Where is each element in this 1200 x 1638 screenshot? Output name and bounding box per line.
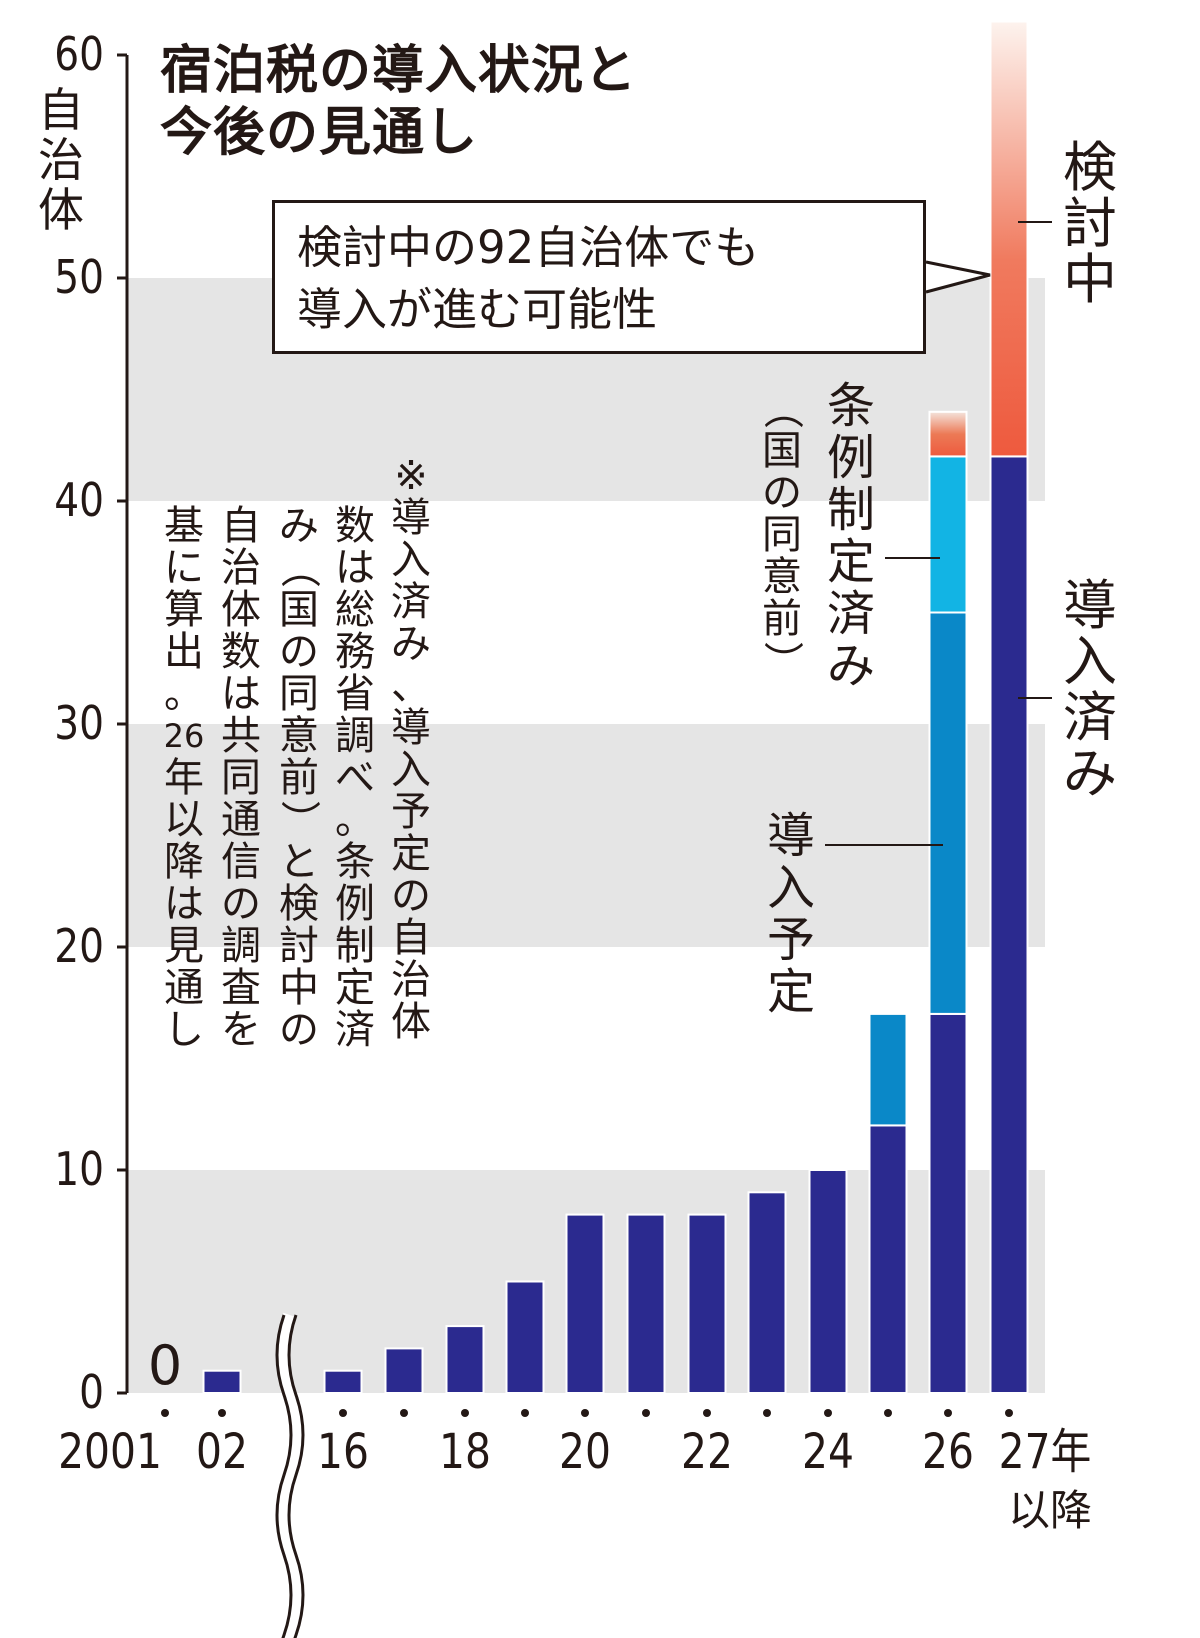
y-tick-label: 60 (54, 27, 104, 81)
label-ordinance: 条例制定済み (826, 378, 875, 694)
bar-introduced-26 (928, 1012, 968, 1395)
axis-break-line (287, 1314, 305, 1638)
x-tick-dot (944, 1409, 952, 1417)
note-line-2: 数は総務省調べ。条例制定済 (335, 503, 375, 1053)
y-tick-label: 50 (54, 250, 104, 304)
x-tick-dot (884, 1409, 892, 1417)
bar-review-27年以降 (989, 20, 1029, 458)
label-planned: 導入予定 (766, 808, 815, 1020)
note-line-4: 自治体数は共同通信の調査を (221, 503, 261, 1053)
bar-planned-25 (868, 1012, 908, 1127)
bar-planned-26 (928, 611, 968, 1015)
x-tick-dot (161, 1409, 169, 1417)
title-line-1: 宿泊税の導入状況と (160, 41, 638, 101)
bar-introduced-23 (747, 1191, 787, 1395)
label-introduced: 導入済み (1063, 574, 1117, 805)
label-ordinance-sub: （国の同意前） (759, 389, 805, 681)
bar-introduced-25 (868, 1124, 908, 1395)
x-tick-suffix: 以降 (1008, 1486, 1093, 1535)
grid-band (127, 724, 1045, 947)
x-tick-dot (1005, 1409, 1013, 1417)
x-tick-dot (642, 1409, 650, 1417)
y-tick-label: 40 (54, 473, 104, 527)
x-tick-dot (461, 1409, 469, 1417)
y-tick-label: 0 (79, 1365, 104, 1419)
x-tick-label: 2001 (58, 1424, 162, 1480)
bar-introduced-22 (687, 1213, 727, 1394)
callout-pointer (925, 260, 991, 294)
bar-introduced-27年以降 (989, 455, 1029, 1394)
label-review: 検討中 (1063, 136, 1117, 311)
x-tick-label: 02 (196, 1424, 248, 1480)
chart-title: 宿泊税の導入状況と 今後の見通し (160, 40, 637, 164)
x-tick-dot (703, 1409, 711, 1417)
bar-review-26 (928, 410, 968, 458)
axis-break-line (275, 1314, 293, 1638)
x-tick-dot (763, 1409, 771, 1417)
x-tick-label: 20 (559, 1424, 611, 1480)
title-line-2: 今後の見通し (160, 103, 479, 163)
note-line-1: ※ 導入済み、導入予定の自治体 (391, 453, 431, 1045)
x-tick-label: 26 (922, 1424, 974, 1480)
x-tick-dot (218, 1409, 226, 1417)
bar-introduced-17 (384, 1347, 424, 1395)
note-line-5: 基に算出。 26 年以降は見通し (163, 503, 205, 1053)
bar-introduced-02 (202, 1369, 242, 1394)
bar-introduced-16 (323, 1369, 363, 1394)
x-tick-label: 18 (439, 1424, 491, 1480)
note-line-3: み（国の同意前）と検討中の (276, 503, 322, 1053)
x-tick-label: 24 (802, 1424, 854, 1480)
bar-introduced-21 (626, 1213, 666, 1394)
x-tick-dot (824, 1409, 832, 1417)
zero-value-label: 0 (148, 1334, 182, 1397)
bar-introduced-18 (445, 1325, 485, 1394)
y-tick-label: 10 (54, 1142, 104, 1196)
x-tick-dot (581, 1409, 589, 1417)
axis-break-background (276, 1312, 304, 1638)
callout-line-1: 検討中の92自治体でも (297, 221, 760, 274)
callout-line-2: 導入が進む可能性 (297, 283, 658, 336)
bar-ordinance-26 (928, 455, 968, 614)
x-tick-dot (339, 1409, 347, 1417)
y-tick-label: 20 (54, 919, 104, 973)
x-tick-dot (521, 1409, 529, 1417)
bar-introduced-24 (808, 1169, 848, 1394)
x-tick-dot (400, 1409, 408, 1417)
bar-introduced-19 (505, 1280, 545, 1394)
x-tick-label: 16 (317, 1424, 369, 1480)
x-tick-label: 22 (681, 1424, 733, 1480)
y-axis-label: 自治体 (38, 83, 84, 237)
x-tick-label: 27年 (998, 1424, 1092, 1480)
callout-box: 検討中の92自治体でも 導入が進む可能性 (272, 200, 926, 354)
bar-introduced-20 (565, 1213, 605, 1394)
y-tick-label: 30 (54, 696, 104, 750)
